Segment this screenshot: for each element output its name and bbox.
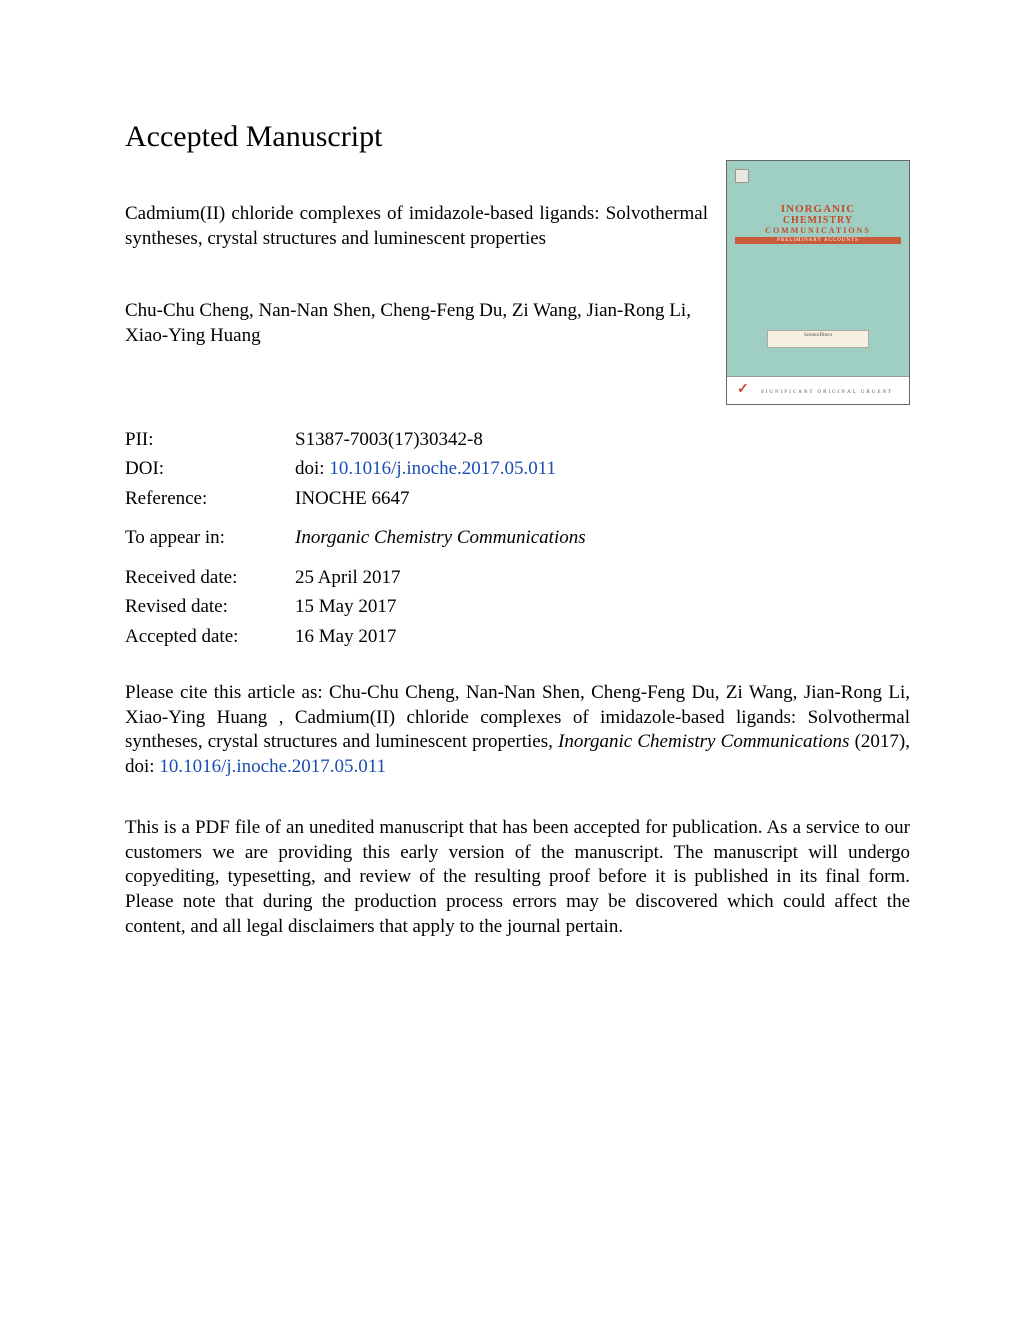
authors: Chu-Chu Cheng, Nan-Nan Shen, Cheng-Feng … xyxy=(125,299,708,348)
meta-label: To appear in: xyxy=(125,523,295,552)
cover-sciencedirect-box: ScienceDirect xyxy=(767,330,869,348)
left-column: Cadmium(II) chloride complexes of imidaz… xyxy=(125,202,708,405)
top-section: Cadmium(II) chloride complexes of imidaz… xyxy=(125,202,910,405)
citation-paragraph: Please cite this article as: Chu-Chu Che… xyxy=(125,681,910,780)
meta-value: 16 May 2017 xyxy=(295,622,910,651)
meta-label: Revised date: xyxy=(125,592,295,621)
cover-title-line2: CHEMISTRY xyxy=(735,215,901,226)
meta-value: S1387-7003(17)30342-8 xyxy=(295,425,910,454)
meta-row-accepted: Accepted date: 16 May 2017 xyxy=(125,622,910,651)
meta-label: PII: xyxy=(125,425,295,454)
doi-link[interactable]: 10.1016/j.inoche.2017.05.011 xyxy=(329,458,556,479)
citation-journal: Inorganic Chemistry Communications xyxy=(558,731,849,752)
checkmark-icon: ✓ xyxy=(737,381,749,398)
cover-title-line3: COMMUNICATIONS xyxy=(735,226,901,235)
meta-label: Received date: xyxy=(125,563,295,592)
meta-value: doi: 10.1016/j.inoche.2017.05.011 xyxy=(295,454,910,483)
page-heading: Accepted Manuscript xyxy=(125,120,910,154)
meta-label: DOI: xyxy=(125,454,295,483)
meta-row-appear: To appear in: Inorganic Chemistry Commun… xyxy=(125,523,910,552)
cover-title-line1: INORGANIC xyxy=(735,203,901,215)
cover-subtitle: PRELIMINARY ACCOUNTS xyxy=(735,237,901,244)
meta-row-received: Received date: 25 April 2017 xyxy=(125,563,910,592)
cover-bottom-strip: ✓ SIGNIFICANT ORIGINAL URGENT xyxy=(727,376,909,404)
meta-row-doi: DOI: doi: 10.1016/j.inoche.2017.05.011 xyxy=(125,454,910,483)
cover-top-bar xyxy=(735,169,901,185)
meta-row-reference: Reference: INOCHE 6647 xyxy=(125,484,910,513)
meta-row-pii: PII: S1387-7003(17)30342-8 xyxy=(125,425,910,454)
meta-label: Accepted date: xyxy=(125,622,295,651)
publisher-logo-icon xyxy=(735,169,749,183)
cover-title-block: INORGANIC CHEMISTRY COMMUNICATIONS PRELI… xyxy=(735,203,901,244)
meta-value: 15 May 2017 xyxy=(295,592,910,621)
journal-cover-thumbnail: INORGANIC CHEMISTRY COMMUNICATIONS PRELI… xyxy=(726,160,910,405)
metadata-table: PII: S1387-7003(17)30342-8 DOI: doi: 10.… xyxy=(125,425,910,651)
meta-value: INOCHE 6647 xyxy=(295,484,910,513)
meta-value: 25 April 2017 xyxy=(295,563,910,592)
doi-prefix: doi: xyxy=(295,458,329,479)
meta-row-revised: Revised date: 15 May 2017 xyxy=(125,592,910,621)
cover-bottom-text: SIGNIFICANT ORIGINAL URGENT xyxy=(761,390,893,395)
meta-value: Inorganic Chemistry Communications xyxy=(295,523,910,552)
disclaimer-paragraph: This is a PDF file of an unedited manusc… xyxy=(125,816,910,939)
citation-doi-link[interactable]: 10.1016/j.inoche.2017.05.011 xyxy=(159,756,386,777)
meta-label: Reference: xyxy=(125,484,295,513)
article-title: Cadmium(II) chloride complexes of imidaz… xyxy=(125,202,708,251)
